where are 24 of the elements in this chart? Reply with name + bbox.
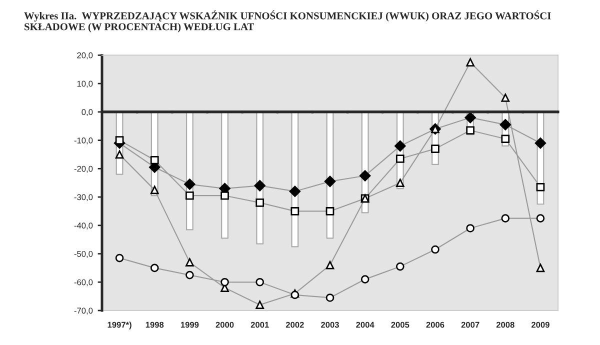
y-tick-label: -60,0 (74, 279, 93, 286)
y-tick-label: 10,0 (77, 80, 93, 88)
y-tick-label: -50,0 (74, 250, 93, 258)
x-tick-label: 2000 (216, 322, 234, 328)
x-tick-label: 1999 (180, 322, 199, 328)
x-tick-label: 2003 (321, 322, 339, 328)
chart-title: Wykres IIa. WYPRZEDZAJĄCY WSKAŹNIK UFNOŚCI KONSUMENCKIEJ (WWUK) ORAZ JEGO WARTOŚCI SKŁADOWE (W PROCENTACH) WEDŁUG LAT (24, 10, 551, 32)
x-tick-label: 2007 (461, 322, 480, 328)
x-tick-label: 2006 (426, 322, 444, 328)
x-tick-label: 2001 (250, 322, 269, 328)
x-tick-label: 2002 (286, 322, 304, 328)
y-tick-label: 20,0 (77, 52, 93, 60)
y-tick-label: -30,0 (74, 194, 93, 202)
x-tick-label: 1998 (146, 322, 164, 328)
y-tick-label: -20,0 (74, 166, 93, 173)
y-tick-label: -70,0 (74, 308, 93, 315)
x-tick-label: 2009 (531, 322, 550, 328)
x-tick-label: 1997*) (108, 322, 132, 330)
y-tick-label: -40,0 (74, 222, 93, 230)
x-tick-label: 2005 (391, 322, 410, 328)
y-tick-label: -10,0 (74, 138, 93, 144)
y-tick-label: 0,0 (82, 109, 93, 116)
x-tick-label: 2004 (356, 322, 374, 328)
x-tick-label: 2008 (496, 322, 514, 328)
